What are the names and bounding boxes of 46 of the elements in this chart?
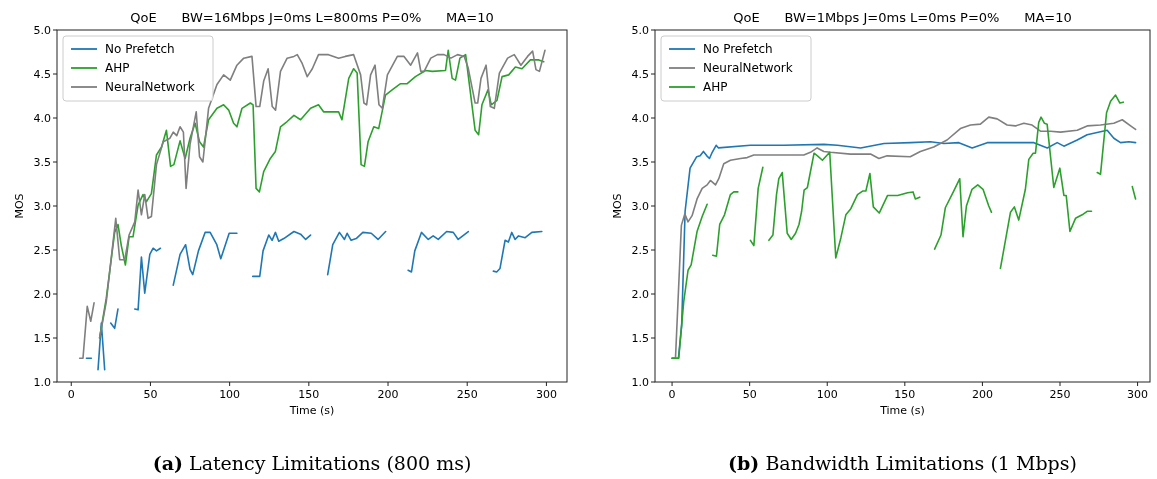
x-tick-label: 300: [535, 388, 557, 401]
x-tick-label: 100: [219, 388, 241, 401]
y-tick-label: 1.0: [33, 376, 51, 389]
legend-label: AHP: [703, 80, 728, 94]
x-tick-label: 100: [816, 388, 838, 401]
chart-title: QoE BW=16Mbps J=0ms L=800ms P=0% MA=10: [130, 10, 494, 25]
y-tick-label: 3.0: [631, 200, 649, 213]
legend-label: No Prefetch: [703, 42, 773, 56]
x-axis-title: Time (s): [879, 404, 925, 417]
x-tick-label: 150: [894, 388, 916, 401]
y-tick-label: 3.5: [631, 156, 649, 169]
legend-label: AHP: [105, 61, 130, 75]
x-tick-label: 200: [377, 388, 399, 401]
chart-title: QoE BW=1Mbps J=0ms L=0ms P=0% MA=10: [733, 10, 1072, 25]
y-tick-label: 2.0: [631, 288, 649, 301]
x-tick-label: 50: [143, 388, 158, 401]
x-tick-label: 0: [668, 388, 676, 401]
y-tick-label: 2.0: [33, 288, 51, 301]
x-tick-label: 250: [456, 388, 478, 401]
y-tick-label: 5.0: [33, 24, 51, 37]
x-tick-label: 150: [298, 388, 320, 401]
text: (a) Latency Limitations (800 ms): [152, 452, 472, 474]
y-tick-label: 1.5: [33, 332, 51, 345]
legend-label: NeuralNetwork: [105, 80, 195, 94]
text: (b) Bandwidth Limitations (1 Mbps): [728, 452, 1077, 474]
y-tick-label: 1.0: [631, 376, 649, 389]
legend-label: No Prefetch: [105, 42, 175, 56]
y-tick-label: 2.5: [33, 244, 51, 257]
x-tick-label: 0: [67, 388, 75, 401]
legend-label: NeuralNetwork: [703, 61, 793, 75]
x-tick-label: 300: [1127, 388, 1149, 401]
x-tick-label: 200: [971, 388, 993, 401]
y-tick-label: 4.0: [33, 112, 51, 125]
x-tick-label: 250: [1049, 388, 1071, 401]
y-tick-label: 3.5: [33, 156, 51, 169]
y-tick-label: 4.0: [631, 112, 649, 125]
x-tick-label: 50: [742, 388, 757, 401]
y-tick-label: 2.5: [631, 244, 649, 257]
y-tick-label: 4.5: [33, 68, 51, 81]
y-axis-title: MOS: [13, 193, 26, 219]
y-tick-label: 3.0: [33, 200, 51, 213]
y-tick-label: 1.5: [631, 332, 649, 345]
y-tick-label: 5.0: [631, 24, 649, 37]
x-axis-title: Time (s): [288, 404, 335, 417]
y-tick-label: 4.5: [631, 68, 649, 81]
y-axis-title: MOS: [611, 193, 624, 219]
